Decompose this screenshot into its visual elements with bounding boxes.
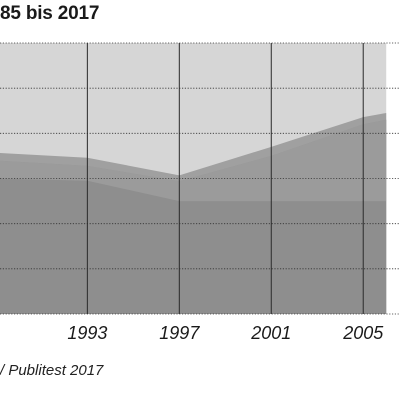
grid-lines [0, 42, 400, 315]
source-note: / Publitest 2017 [0, 362, 104, 379]
area-band-lower [0, 119, 387, 202]
x-axis-ticks: 1993 1997 2001 2005 [67, 323, 384, 343]
x-tick-label: 1997 [159, 323, 200, 343]
x-tick-label: 1993 [67, 323, 107, 343]
x-tick-label: 2005 [342, 323, 384, 343]
plot-area [0, 43, 387, 314]
x-tick-label: 2001 [250, 323, 291, 343]
chart-title: 85 bis 2017 [0, 3, 100, 24]
